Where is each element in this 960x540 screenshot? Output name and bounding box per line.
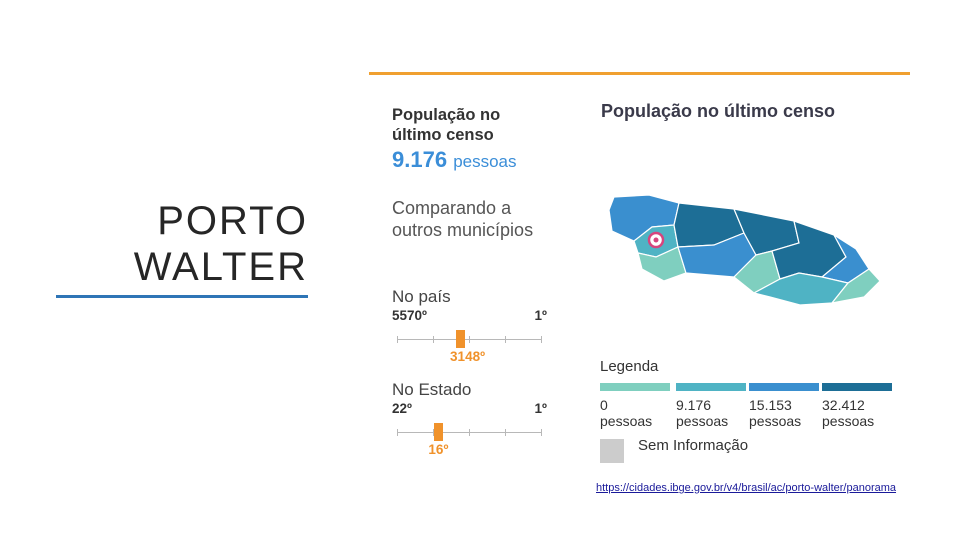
slide-title: PORTO WALTER: [134, 198, 308, 290]
rank-country-tick: [433, 336, 434, 343]
legend-label: 15.153 pessoas: [749, 397, 821, 429]
rank-state-high: 1º: [534, 401, 547, 416]
legend-label-value: 0: [600, 397, 608, 413]
rank-country-tick: [469, 336, 470, 343]
rank-country-title: No país: [392, 287, 451, 306]
map-location-marker[interactable]: [647, 231, 665, 249]
legend-title: Legenda: [600, 358, 659, 375]
title-underline: [56, 295, 308, 298]
legend-label-unit: pessoas: [676, 413, 729, 429]
source-link[interactable]: https://cidades.ibge.gov.br/v4/brasil/ac…: [596, 482, 897, 494]
rank-country: No país 5570º 1º 3148º: [392, 287, 547, 367]
rank-state-tick: [541, 429, 542, 436]
population-stats: População no último censo 9.176 pessoas …: [369, 75, 547, 466]
legend-label-value: 32.412: [822, 397, 865, 413]
map-title: População no último censo: [601, 101, 836, 121]
rank-state-marker: [433, 423, 443, 441]
legend-label-unit: pessoas: [822, 413, 875, 429]
acre-municipality-map[interactable]: [594, 185, 910, 345]
rank-state-tick: [397, 429, 398, 436]
slide-title-line1: PORTO: [157, 199, 308, 243]
population-heading: População no último censo: [392, 106, 501, 144]
comparison-heading: Comparando a outros municípios: [392, 198, 534, 240]
no-info-label: Sem Informação: [638, 437, 749, 454]
rank-state-value: 16º: [428, 442, 449, 457]
rank-state-tick: [469, 429, 470, 436]
legend-label: 32.412 pessoas: [822, 397, 894, 429]
population-unit: pessoas: [453, 152, 517, 171]
rank-country-tick: [505, 336, 506, 343]
rank-country-value: 3148º: [450, 349, 486, 364]
legend-label: 0 pessoas: [600, 397, 672, 429]
legend-swatch: [600, 383, 670, 391]
no-info-swatch: [600, 439, 624, 463]
rank-country-tick: [397, 336, 398, 343]
rank-state-tick: [505, 429, 506, 436]
population-number: 9.176: [392, 147, 448, 172]
legend-swatch: [749, 383, 819, 391]
population-value: 9.176 pessoas: [392, 147, 517, 173]
legend-label-unit: pessoas: [600, 413, 653, 429]
rank-country-tick: [541, 336, 542, 343]
slide-title-line2: WALTER: [133, 245, 308, 289]
census-panel: População no último censo 9.176 pessoas …: [369, 72, 910, 466]
map-section: População no último censo Legenda 0 pes: [594, 75, 910, 466]
legend-item: 32.412 pessoas: [822, 383, 894, 429]
rank-state-low: 22º: [392, 401, 412, 416]
legend-item: 15.153 pessoas: [749, 383, 821, 429]
rank-state-tick: [433, 429, 434, 436]
legend-item: 0 pessoas: [600, 383, 672, 429]
rank-country-high: 1º: [534, 308, 547, 323]
legend-label-unit: pessoas: [749, 413, 802, 429]
rank-country-low: 5570º: [392, 308, 427, 323]
legend-swatch: [676, 383, 746, 391]
legend-swatch: [822, 383, 892, 391]
map-region-tip[interactable]: [830, 268, 881, 304]
legend-label: 9.176 pessoas: [676, 397, 748, 429]
legend-label-value: 9.176: [676, 397, 712, 413]
rank-state: No Estado 22º 1º 16º: [392, 380, 547, 460]
legend-label-value: 15.153: [749, 397, 792, 413]
rank-country-marker: [455, 330, 465, 348]
panel-accent-bar: [369, 72, 910, 75]
legend-item: 9.176 pessoas: [676, 383, 748, 429]
rank-state-title: No Estado: [392, 380, 472, 399]
